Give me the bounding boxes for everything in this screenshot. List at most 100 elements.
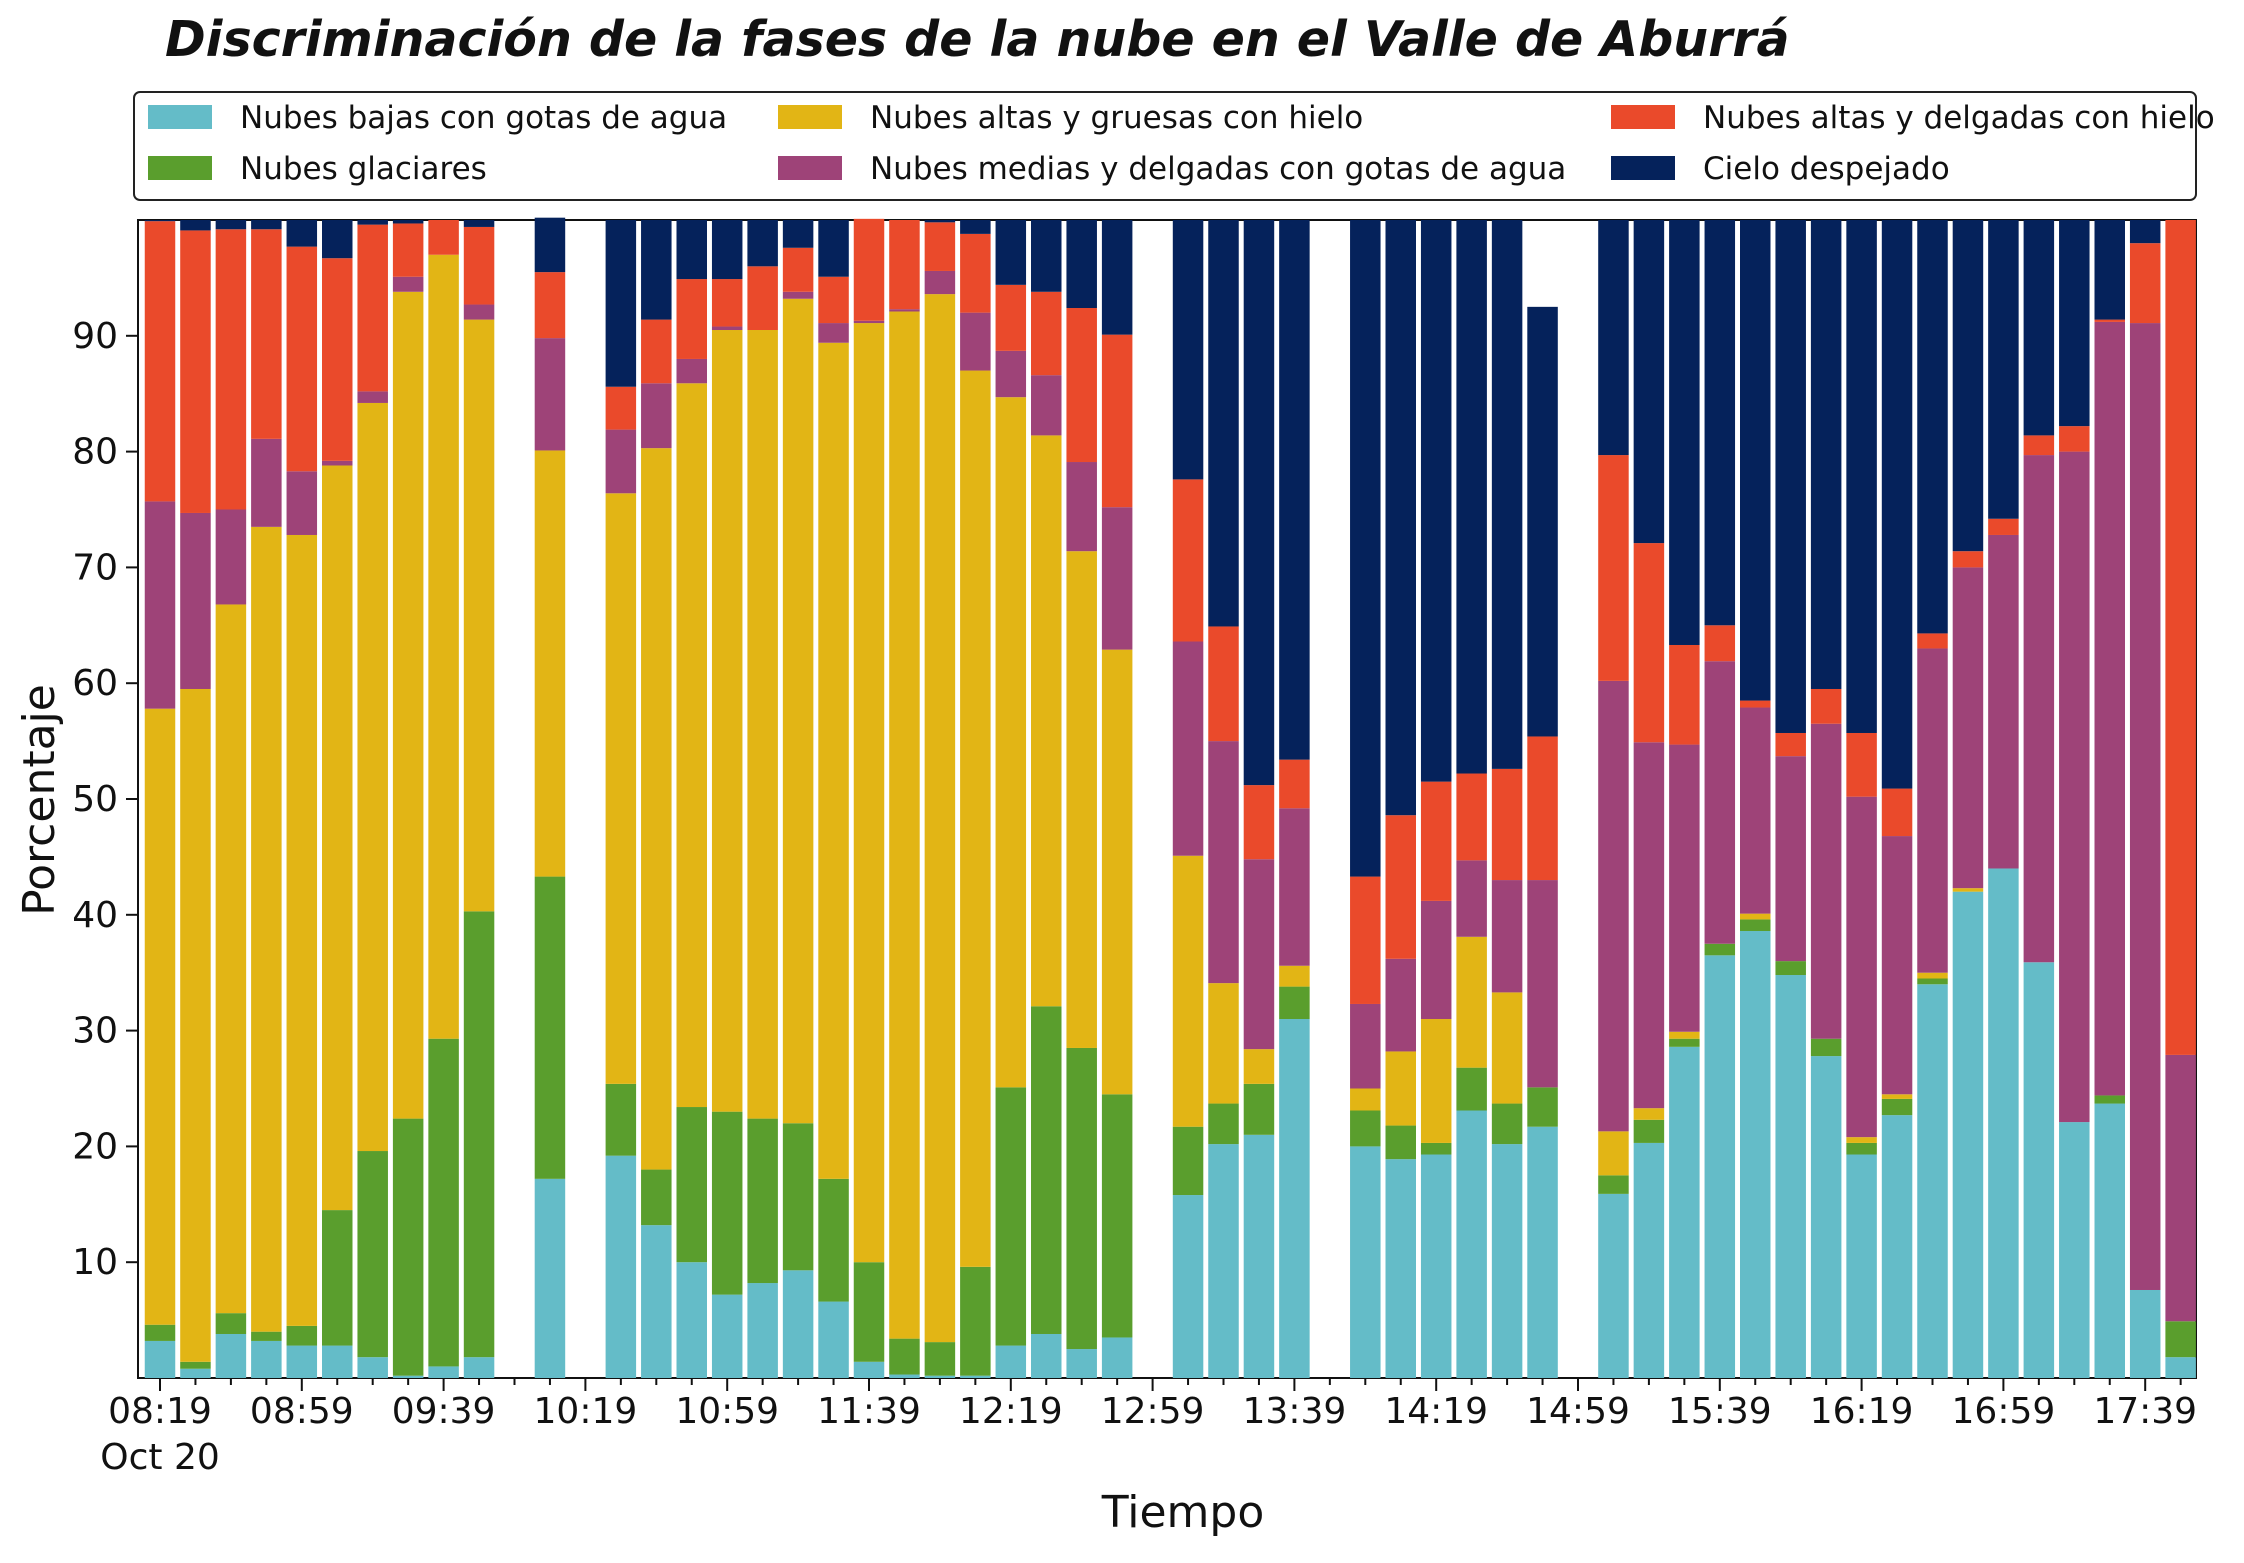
bar-segment-5-s4: [322, 258, 353, 461]
bar-segment-6-s0: [357, 1357, 388, 1378]
bar-segment-8-s2: [428, 254, 459, 1039]
bar-segment-22-s4: [924, 222, 956, 271]
bar-segment-30-s3: [1208, 741, 1239, 984]
legend-swatch-1: [148, 156, 212, 180]
bar-segment-35-s3: [1385, 958, 1416, 1052]
bar-segment-5-s5: [322, 220, 353, 259]
bar-segment-44-s4: [1704, 625, 1736, 662]
bar-segment-26-s2: [1066, 551, 1097, 1048]
bar-segment-16-s4: [711, 279, 743, 327]
y-tick-label-2: 30: [72, 1011, 118, 1052]
bar-segment-16-s2: [711, 330, 743, 1112]
bar-segment-39-s1: [1527, 1087, 1558, 1127]
bar-segment-5-s3: [322, 460, 353, 466]
bar-segment-47-s4: [1810, 688, 1842, 724]
bar-segment-4-s5: [286, 220, 318, 247]
bar-segment-52-s5: [1988, 220, 2019, 519]
bar-segment-8-s1: [428, 1038, 459, 1367]
bar-segment-22-s2: [924, 294, 956, 1343]
bar-segment-23-s4: [960, 233, 991, 313]
bar-segment-11-s4: [534, 272, 566, 339]
bar-segment-0-s4: [144, 221, 176, 502]
bar-segment-21-s1: [889, 1338, 920, 1375]
bar-segment-55-s4: [2094, 319, 2125, 322]
bar-segment-14-s0: [641, 1225, 672, 1378]
bar-segment-54-s5: [2059, 220, 2090, 427]
bar-segment-7-s3: [392, 276, 424, 292]
x-tick-label-10: 14:59: [1526, 1391, 1630, 1432]
bar-segment-47-s5: [1810, 220, 1842, 689]
bar-segment-49-s1: [1881, 1098, 1913, 1116]
bar-segment-25-s3: [1031, 375, 1062, 436]
bar-segment-37-s1: [1456, 1067, 1487, 1111]
bar-segment-38-s2: [1491, 992, 1523, 1104]
bar-segment-26-s0: [1066, 1349, 1097, 1378]
bar-segment-5-s0: [322, 1345, 353, 1378]
bar-segment-41-s2: [1598, 1131, 1629, 1176]
bar-segment-29-s0: [1172, 1195, 1204, 1378]
bar-segment-0-s3: [144, 501, 176, 709]
bar-segment-32-s1: [1279, 986, 1310, 1020]
bar-segment-56-s3: [2129, 323, 2161, 1290]
bar-segment-51-s2: [1952, 888, 1984, 892]
bar-segment-43-s0: [1669, 1046, 1700, 1378]
bar-segment-44-s3: [1704, 661, 1736, 944]
bar-segment-14-s3: [641, 383, 672, 449]
bar-segment-6-s4: [357, 224, 388, 392]
bar-segment-11-s5: [534, 217, 566, 273]
bar-segment-27-s1: [1101, 1094, 1133, 1338]
bar-segment-23-s2: [960, 370, 991, 1267]
bar-segment-41-s1: [1598, 1175, 1629, 1194]
bar-segment-49-s2: [1881, 1094, 1913, 1099]
bar-segment-13-s2: [605, 493, 637, 1084]
bar-segment-47-s3: [1810, 723, 1842, 1039]
bar-segment-37-s3: [1456, 860, 1487, 937]
y-tick-label-6: 70: [72, 547, 118, 588]
bar-segment-46-s1: [1775, 961, 1806, 976]
bar-segment-50-s3: [1917, 648, 1948, 973]
bar-segment-38-s4: [1491, 768, 1523, 881]
bar-segment-49-s0: [1881, 1115, 1913, 1378]
bar-segment-56-s4: [2129, 243, 2161, 324]
bar-segment-5-s2: [322, 465, 353, 1211]
legend-swatch-3: [778, 156, 842, 180]
bar-segment-9-s1: [463, 911, 495, 1358]
bar-segment-2-s4: [215, 229, 247, 510]
bar-segment-45-s2: [1740, 913, 1771, 920]
bar-segment-11-s2: [534, 450, 566, 877]
bar-segment-4-s4: [286, 246, 318, 472]
bar-segment-19-s5: [818, 220, 849, 277]
bar-segment-25-s0: [1031, 1334, 1062, 1378]
bar-segment-35-s5: [1385, 220, 1416, 816]
bar-segment-48-s2: [1846, 1137, 1877, 1143]
bar-segment-48-s3: [1846, 796, 1877, 1138]
bar-segment-39-s3: [1527, 880, 1558, 1088]
bar-segment-7-s2: [392, 291, 424, 1119]
bar-segment-8-s0: [428, 1366, 459, 1378]
bar-segment-48-s0: [1846, 1154, 1877, 1378]
bar-segment-34-s3: [1350, 1003, 1381, 1089]
x-tick-label-4: 10:59: [675, 1391, 779, 1432]
bar-segment-16-s3: [711, 326, 743, 331]
bar-segment-38-s5: [1491, 220, 1523, 769]
bar-segment-37-s5: [1456, 220, 1487, 774]
bar-segment-29-s5: [1172, 220, 1204, 480]
bar-segment-54-s3: [2059, 451, 2090, 1123]
bar-segment-21-s3: [889, 309, 920, 312]
bar-segment-39-s4: [1527, 736, 1558, 881]
bar-segment-45-s5: [1740, 220, 1771, 701]
bar-segment-42-s5: [1633, 220, 1665, 544]
x-axis-label: Tiempo: [1101, 1487, 1265, 1538]
bar-segment-48-s1: [1846, 1142, 1877, 1155]
bar-segment-13-s0: [605, 1155, 637, 1378]
bar-segment-20-s0: [853, 1361, 885, 1378]
legend-swatch-5: [1611, 156, 1675, 180]
bar-segment-30-s1: [1208, 1103, 1239, 1145]
legend: Nubes bajas con gotas de agua Nubes glaci…: [133, 91, 2215, 201]
bar-segment-45-s3: [1740, 707, 1771, 914]
bar-segment-9-s2: [463, 319, 495, 912]
bar-segment-55-s0: [2094, 1103, 2125, 1378]
bar-segment-44-s0: [1704, 955, 1736, 1378]
bar-segment-22-s3: [924, 270, 956, 295]
